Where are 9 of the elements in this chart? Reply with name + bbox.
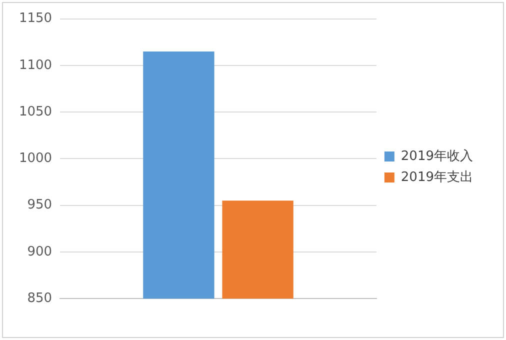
y-tick-label: 850 [27, 290, 52, 306]
y-tick-label: 950 [27, 198, 52, 213]
legend-label: 2019年收入 [400, 148, 474, 164]
y-tick-label: 1100 [18, 58, 52, 73]
y-tick-label: 1150 [18, 11, 52, 26]
y-tick-label: 1050 [18, 104, 52, 120]
y-tick-label: 1000 [18, 151, 52, 166]
y-tick-label: 900 [27, 244, 52, 260]
legend-label: 2019年支出 [400, 170, 474, 185]
